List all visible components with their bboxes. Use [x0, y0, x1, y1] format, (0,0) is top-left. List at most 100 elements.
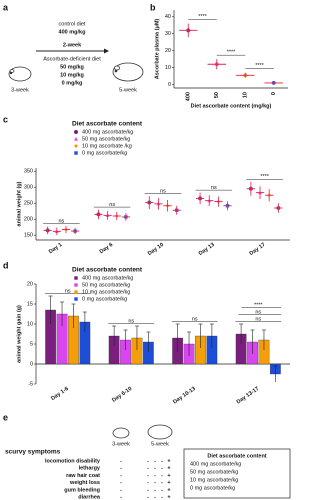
y-tick-label: 40 — [165, 14, 171, 20]
annotation: ns — [58, 218, 64, 224]
symptom: locomotion disability — [45, 458, 101, 464]
status: - — [120, 473, 122, 479]
deficient-dose: 50 mg/kg — [60, 64, 84, 70]
legend-label: 50 mg ascorbate/kg — [190, 469, 238, 475]
status: - — [154, 458, 156, 464]
deficient-dose: 10 mg/kg — [60, 72, 84, 78]
status: - — [120, 458, 122, 464]
stage-label: 3-week — [112, 441, 130, 447]
y-axis-label: animal weight (g) — [16, 181, 22, 226]
legend-label: 400 mg ascorbate/kg — [190, 461, 241, 467]
status: - — [147, 480, 149, 486]
y-tick-label: 15 — [27, 301, 33, 307]
status: - — [161, 487, 163, 493]
status: - — [161, 466, 163, 472]
x-tick-label: Day 10-13 — [172, 386, 196, 406]
legend-label: 10 mg ascorbate/kg — [190, 477, 238, 483]
annotation: **** — [198, 14, 207, 20]
legend-label: 0 mg ascorbate/kg — [82, 296, 127, 302]
status: + — [167, 466, 170, 472]
y-tick-label: 150 — [24, 233, 33, 239]
symptom: diarrhea — [78, 494, 101, 500]
status: - — [161, 480, 163, 486]
deficient-dose: 0 mg/kg — [62, 80, 83, 86]
status: - — [120, 494, 122, 500]
legend-label: 50 mg ascorbate/kg — [82, 282, 130, 288]
x-tick-label: Day 10 — [147, 242, 165, 257]
status: - — [154, 466, 156, 472]
stage-label: 3-week — [11, 87, 29, 93]
legend-label: 10 mg ascorbate /kg — [82, 143, 132, 149]
x-tick-label: 50 — [214, 92, 220, 98]
status: - — [154, 480, 156, 486]
figure: a 3-week control diet 400 mg/kg 2-week A… — [3, 2, 291, 500]
panel-letter: a — [3, 2, 9, 12]
status: - — [161, 473, 163, 479]
annotation: ns — [255, 316, 261, 322]
x-axis-label: Diet ascorbate content (mg/kg) — [191, 103, 272, 109]
legend-label: 50 mg ascorbate/kg — [82, 136, 130, 142]
marker — [74, 144, 78, 148]
status: - — [120, 466, 122, 472]
legend-label: 400 mg ascorbate/kg — [82, 129, 133, 135]
annotation: ns — [128, 318, 134, 324]
marker — [74, 151, 78, 155]
x-tick-label: Day 13-17 — [236, 386, 260, 406]
marker — [74, 276, 78, 280]
status: + — [167, 480, 170, 486]
panel-letter: d — [3, 260, 9, 270]
x-tick-label: 400 — [186, 92, 192, 101]
x-tick-label: Day 13 — [198, 242, 216, 257]
control-title: control diet — [59, 21, 86, 27]
y-tick-label: 10 — [165, 65, 171, 71]
mouse-icon — [112, 62, 144, 82]
status: - — [120, 480, 122, 486]
marker — [74, 283, 78, 287]
panel-letter: e — [3, 412, 8, 422]
y-tick-label: -5 — [28, 381, 33, 387]
legend-label: 0 mg ascorbate/kg — [82, 150, 127, 156]
x-tick-label: Day 1-6 — [50, 386, 69, 402]
marker — [74, 297, 78, 301]
x-tick-label: Day 6 — [99, 242, 114, 255]
mouse-icon — [8, 66, 32, 82]
annotation: ns — [160, 189, 166, 195]
annotation: ns — [211, 185, 217, 191]
heading: scurvy symptoms — [5, 449, 61, 456]
status: - — [147, 473, 149, 479]
y-axis-label: animal weight gain (g) — [16, 305, 22, 363]
symptom: raw hair coat — [66, 473, 100, 479]
y-tick-label: 30 — [165, 31, 171, 37]
status: - — [161, 458, 163, 464]
y-tick-label: 300 — [24, 185, 33, 191]
annotation: ns — [109, 202, 115, 208]
deficient-title: Ascorbate-deficient diet — [43, 56, 101, 62]
y-tick-label: 0 — [168, 82, 171, 88]
y-tick-label: 5 — [30, 341, 33, 347]
panel-letter: b — [150, 2, 156, 12]
marker — [74, 290, 78, 294]
status: - — [147, 487, 149, 493]
annotation: ns — [192, 316, 198, 322]
symptom: lethargy — [79, 466, 101, 472]
y-tick-label: 250 — [24, 201, 33, 207]
panel-letter: c — [3, 114, 8, 124]
control-dose: 400 mg/kg — [59, 29, 86, 35]
legend-label: 10 mg ascorbate/kg — [82, 289, 130, 295]
marker — [74, 137, 78, 141]
status: + — [167, 473, 170, 479]
y-tick-label: 350 — [24, 169, 33, 175]
marker — [74, 130, 78, 134]
y-tick-label: 20 — [165, 48, 171, 54]
legend-title: Diet ascorbate content — [72, 267, 143, 274]
legend-title: Diet ascorbate content — [72, 121, 143, 128]
status: - — [154, 473, 156, 479]
y-tick-label: 10 — [27, 321, 33, 327]
status: + — [167, 458, 170, 464]
legend-box — [183, 448, 291, 499]
y-axis-label: Ascorbate plasma (μM) — [154, 19, 160, 80]
status: + — [167, 494, 170, 500]
stage-label: 5-week — [151, 441, 169, 447]
status: + — [167, 487, 170, 493]
status: - — [161, 494, 163, 500]
